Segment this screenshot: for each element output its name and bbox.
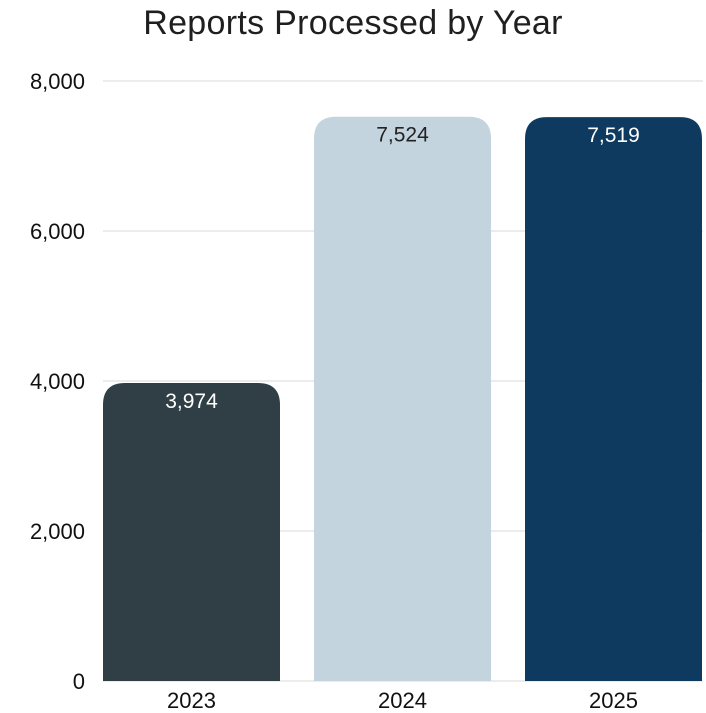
chart-title: Reports Processed by Year bbox=[143, 4, 563, 42]
bar-value-label: 7,519 bbox=[587, 124, 640, 147]
y-tick-label: 4,000 bbox=[30, 369, 85, 394]
x-tick-label: 2025 bbox=[589, 688, 638, 713]
bar-value-label: 3,974 bbox=[165, 390, 218, 413]
bar-value-label: 7,524 bbox=[376, 124, 429, 147]
y-tick-label: 0 bbox=[73, 669, 85, 694]
y-tick-label: 2,000 bbox=[30, 519, 85, 544]
bar-value-labels: 3,974 7,524 7,519 bbox=[165, 124, 640, 413]
y-tick-label: 8,000 bbox=[30, 69, 85, 94]
bars bbox=[103, 116, 702, 681]
y-tick-label: 6,000 bbox=[30, 219, 85, 244]
bar-2025 bbox=[525, 117, 702, 681]
bar-2024 bbox=[314, 116, 491, 681]
x-tick-label: 2023 bbox=[167, 688, 216, 713]
bar-2023 bbox=[103, 382, 280, 681]
x-tick-label: 2024 bbox=[378, 688, 427, 713]
y-axis-ticks: 0 2,000 4,000 6,000 8,000 bbox=[30, 69, 85, 694]
x-axis-ticks: 2023 2024 2025 bbox=[167, 688, 638, 713]
